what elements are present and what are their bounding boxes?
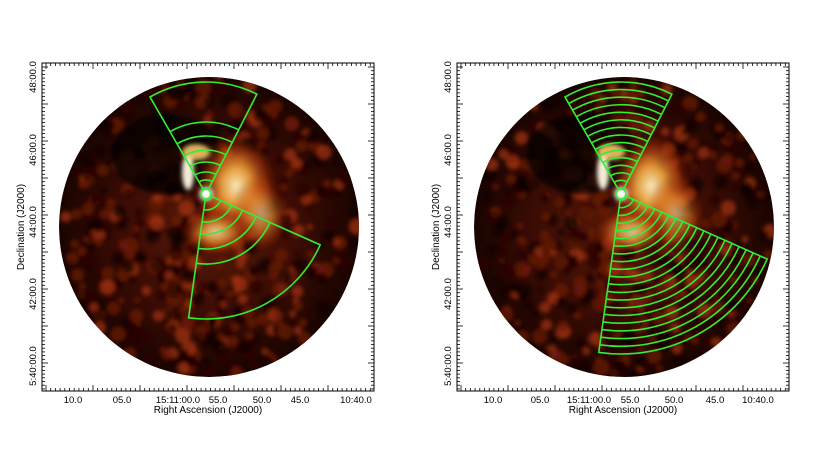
x-tick-label: 05.0 [113, 395, 132, 406]
annulus-arc [599, 255, 761, 348]
annulus-arc [607, 233, 712, 294]
x-tick-label: 10.0 [484, 395, 503, 406]
x-tick-label: 05.0 [531, 395, 550, 406]
y-tick-label: 46:00.0 [443, 134, 454, 166]
axis-ticks [457, 63, 789, 391]
south-east-sector [187, 195, 322, 320]
annulus-arc [579, 111, 659, 124]
y-tick-label: 48:00.0 [28, 61, 39, 93]
annulus-arc [196, 222, 271, 265]
annulus-arc [587, 126, 652, 138]
y-tick-label: 44:00.0 [443, 206, 454, 238]
annulus-arc [615, 208, 656, 232]
annulus-arc [594, 141, 645, 151]
left-sky-map: 10.0 05.0 15:11:00.0 55.0 50.0 45.0 10:40.0 48:… [16, 61, 375, 416]
annulus-arc [610, 224, 691, 271]
y-tick-label: 46:00.0 [28, 134, 39, 166]
annulus-arc [200, 209, 244, 235]
annulus-arc [606, 164, 635, 170]
x-tick-label: 15:11:00.0 [156, 395, 200, 406]
annulus-arc [610, 172, 631, 177]
annulus-arc [608, 230, 705, 286]
annulus-arc [601, 249, 747, 332]
sector-overlay [148, 81, 322, 320]
annulus-arc [602, 246, 740, 324]
x-axis-label: Right Ascension (J2000) [569, 405, 677, 416]
annulus-arc [568, 88, 669, 105]
annulus-arc [194, 171, 217, 176]
annulus-arc [613, 214, 670, 247]
left-panel: 10.0 05.0 15:11:00.0 55.0 50.0 45.0 10:40.0 48:… [16, 61, 375, 416]
annulus-arc [198, 179, 213, 183]
south-east-sector [597, 195, 769, 355]
annulus-arc [176, 135, 233, 145]
x-tick-label: 10:40.0 [340, 395, 372, 406]
y-tick-label: 42:00.0 [443, 278, 454, 310]
annulus-arc [616, 205, 649, 224]
north-sector [563, 81, 673, 190]
annulus-arc [617, 202, 642, 217]
x-tick-label: 45.0 [706, 395, 725, 406]
x-tick-label: 10:40.0 [742, 395, 774, 406]
x-tick-label: 50.0 [665, 395, 684, 406]
annulus-arc [600, 252, 754, 340]
annulus-arc [611, 221, 684, 263]
y-axis-label: Declination (J2000) [431, 184, 442, 270]
right-sky-map: 10.0 05.0 15:11:00.0 55.0 50.0 45.0 10:40.0 48:… [431, 61, 790, 416]
y-axis-label: Declination (J2000) [16, 184, 27, 270]
annulus-arc [201, 205, 233, 223]
annulus-arc [605, 239, 726, 309]
annulus-arc [609, 227, 698, 278]
annulus-arc [591, 134, 649, 144]
y-tick-label: 42:00.0 [28, 278, 39, 310]
annulus-arc [203, 200, 222, 211]
annulus-arc [583, 119, 656, 131]
x-axis-label: Right Ascension (J2000) [154, 405, 262, 416]
annulus-arc [189, 161, 221, 167]
annulus-arc [602, 156, 638, 164]
y-tick-label: 48:00.0 [443, 61, 454, 93]
annulus-arc [183, 149, 227, 157]
annulus-arc [598, 149, 642, 157]
right-panel: 10.0 05.0 15:11:00.0 55.0 50.0 45.0 10:40.0 48:… [415, 0, 830, 458]
annulus-arc [572, 96, 666, 111]
annulus-arc [614, 211, 663, 240]
y-tick-label: 5:40:00.0 [443, 346, 454, 386]
annulus-arc [618, 199, 635, 209]
x-tick-label: 50.0 [253, 395, 272, 406]
x-tick-label: 15:11:00.0 [567, 395, 611, 406]
annulus-arc [612, 218, 677, 255]
annulus-arc [606, 236, 719, 301]
annulus-arc [575, 103, 662, 118]
y-tick-label: 44:00.0 [28, 206, 39, 238]
x-tick-label: 55.0 [621, 395, 640, 406]
y-tick-label: 5:40:00.0 [28, 346, 39, 386]
sector-overlay [563, 81, 769, 355]
annulus-arc [198, 216, 257, 250]
x-tick-label: 55.0 [209, 395, 228, 406]
x-tick-label: 10.0 [64, 395, 83, 406]
x-tick-label: 45.0 [291, 395, 310, 406]
annulus-arc [169, 121, 240, 133]
axis-ticks [42, 63, 374, 391]
annulus-arc [603, 243, 733, 317]
annulus-arc [613, 179, 628, 183]
north-sector [148, 81, 258, 190]
